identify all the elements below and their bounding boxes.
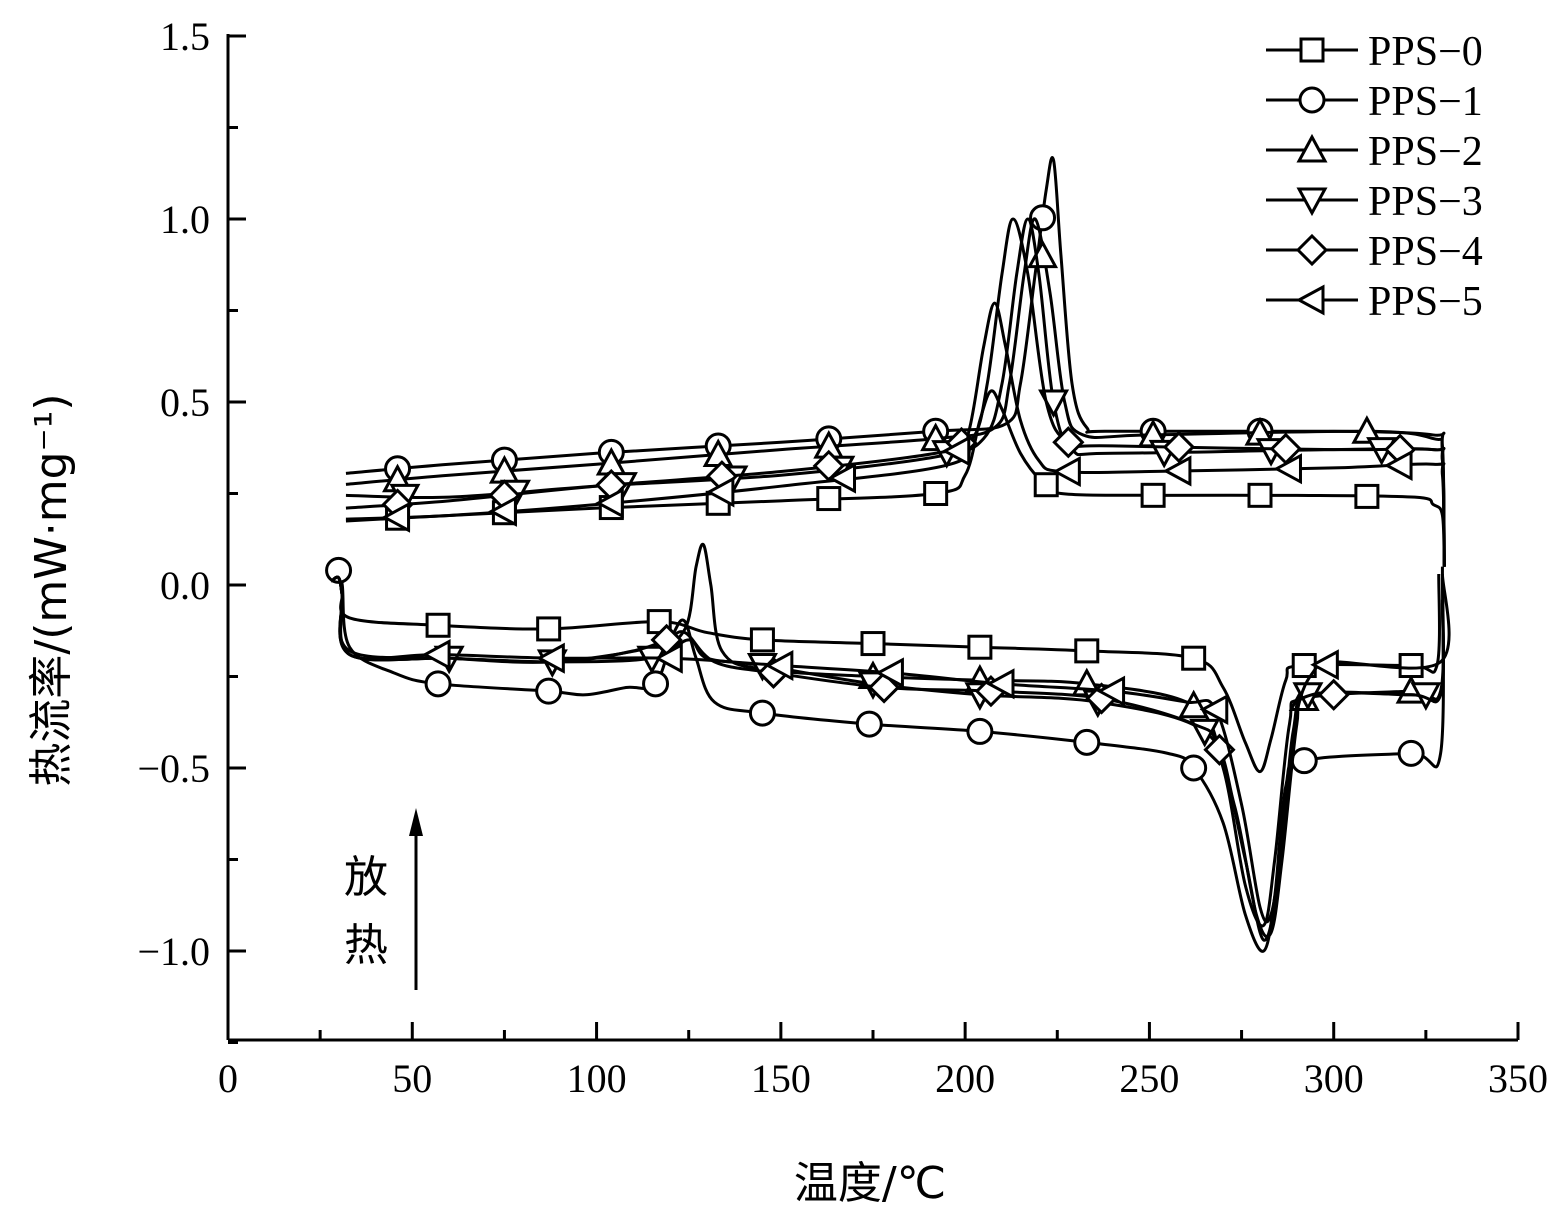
triangle-left-marker — [488, 495, 517, 527]
square-marker — [1354, 483, 1380, 509]
diamond-marker — [1162, 430, 1196, 464]
y-tick-label: −1.0 — [137, 929, 210, 974]
legend-circle-icon — [1298, 86, 1326, 114]
y-tick-label: 0.5 — [160, 380, 210, 425]
x-tick-label: 250 — [1119, 1056, 1179, 1101]
x-tick-label: 200 — [935, 1056, 995, 1101]
triangle-left-marker — [1162, 455, 1192, 487]
x-tick-label: 300 — [1304, 1056, 1364, 1101]
triangle-left-marker — [1199, 693, 1229, 725]
legend-label: PPS−0 — [1368, 29, 1483, 75]
triangle-left-marker — [764, 650, 794, 682]
heating-curve — [330, 571, 1441, 774]
series-2 — [330, 217, 1446, 928]
square-marker — [860, 631, 886, 657]
annotation-text-2: 热 — [344, 920, 388, 971]
circle-marker — [748, 699, 776, 727]
legend-triangle-left-icon — [1295, 284, 1325, 316]
circle-marker — [1073, 728, 1101, 756]
triangle-left-marker — [1052, 456, 1081, 488]
triangle-left-marker — [941, 435, 971, 467]
series-0 — [330, 389, 1446, 774]
legend-label: PPS−1 — [1368, 79, 1483, 125]
triangle-left-marker — [1383, 449, 1413, 481]
square-marker — [536, 616, 562, 642]
x-axis-title: 温度/℃ — [794, 1158, 946, 1209]
legend-square-icon — [1299, 37, 1325, 63]
square-marker — [816, 486, 842, 512]
triangle-left-marker — [1096, 675, 1126, 707]
y-axis-title: 热流率/(mW·mg⁻¹) — [26, 393, 77, 786]
triangle-left-marker — [421, 639, 451, 671]
legend-label: PPS−3 — [1368, 179, 1483, 225]
circle-marker — [424, 670, 452, 698]
x-tick-label: 0 — [218, 1056, 238, 1101]
y-tick-label: 0.0 — [160, 563, 210, 608]
cooling-curve — [345, 389, 1446, 567]
triangle-up-marker — [1178, 689, 1210, 719]
curves — [325, 156, 1451, 953]
triangle-left-marker — [381, 501, 411, 533]
square-marker — [1074, 638, 1100, 664]
circle-marker — [1180, 754, 1208, 782]
triangle-left-marker — [536, 642, 565, 674]
circle-marker — [325, 556, 353, 584]
triangle-left-marker — [875, 657, 904, 689]
exotherm-annotation: 放 热 — [344, 808, 423, 990]
diamond-marker — [1052, 426, 1085, 459]
circle-marker — [535, 677, 563, 705]
circle-marker — [855, 710, 883, 738]
legend-diamond-icon — [1295, 233, 1329, 267]
square-marker — [1140, 482, 1166, 508]
x-tick-label: 150 — [751, 1056, 811, 1101]
diamond-marker — [1317, 678, 1350, 711]
legend-label: PPS−4 — [1368, 229, 1483, 275]
square-marker — [749, 627, 775, 653]
circle-marker — [642, 670, 670, 698]
cooling-curve — [345, 217, 1446, 567]
triangle-left-marker — [595, 487, 624, 519]
square-marker — [1398, 653, 1424, 679]
triangle-left-marker — [705, 476, 735, 508]
triangle-left-marker — [827, 462, 857, 494]
x-tick-label: 100 — [567, 1056, 627, 1101]
y-tick-label: −0.5 — [137, 746, 210, 791]
annotation-text-1: 放 — [344, 852, 388, 903]
square-marker — [1033, 472, 1059, 498]
square-marker — [1247, 482, 1273, 508]
cooling-curve — [345, 301, 1446, 567]
square-marker — [1181, 645, 1207, 671]
y-tick-label: 1.0 — [160, 197, 210, 242]
square-marker — [923, 481, 949, 506]
circle-marker — [1290, 747, 1318, 775]
legend-label: PPS−5 — [1368, 279, 1483, 325]
triangle-left-marker — [1273, 453, 1302, 485]
x-tick-label: 350 — [1488, 1056, 1548, 1101]
legend-label: PPS−2 — [1368, 129, 1483, 175]
square-marker — [425, 612, 451, 638]
legend-triangle-down-icon — [1296, 187, 1328, 217]
axes: 0 50 100 150 200 250 300 350 1.5 1.0 0.5 0.0 −0.5 −1.… — [137, 14, 1548, 1101]
legend-triangle-up-icon — [1296, 133, 1328, 163]
arrowhead-icon — [409, 808, 423, 836]
triangle-left-marker — [985, 668, 1015, 700]
triangle-left-marker — [1310, 649, 1339, 681]
triangle-left-marker — [654, 642, 683, 674]
circle-marker — [966, 717, 994, 745]
square-marker — [967, 634, 993, 660]
x-tick-label: 50 — [392, 1056, 432, 1101]
triangle-up-marker — [1351, 415, 1383, 444]
series-5 — [330, 301, 1451, 924]
y-tick-label: 1.5 — [160, 14, 210, 59]
circle-marker — [1397, 739, 1425, 767]
